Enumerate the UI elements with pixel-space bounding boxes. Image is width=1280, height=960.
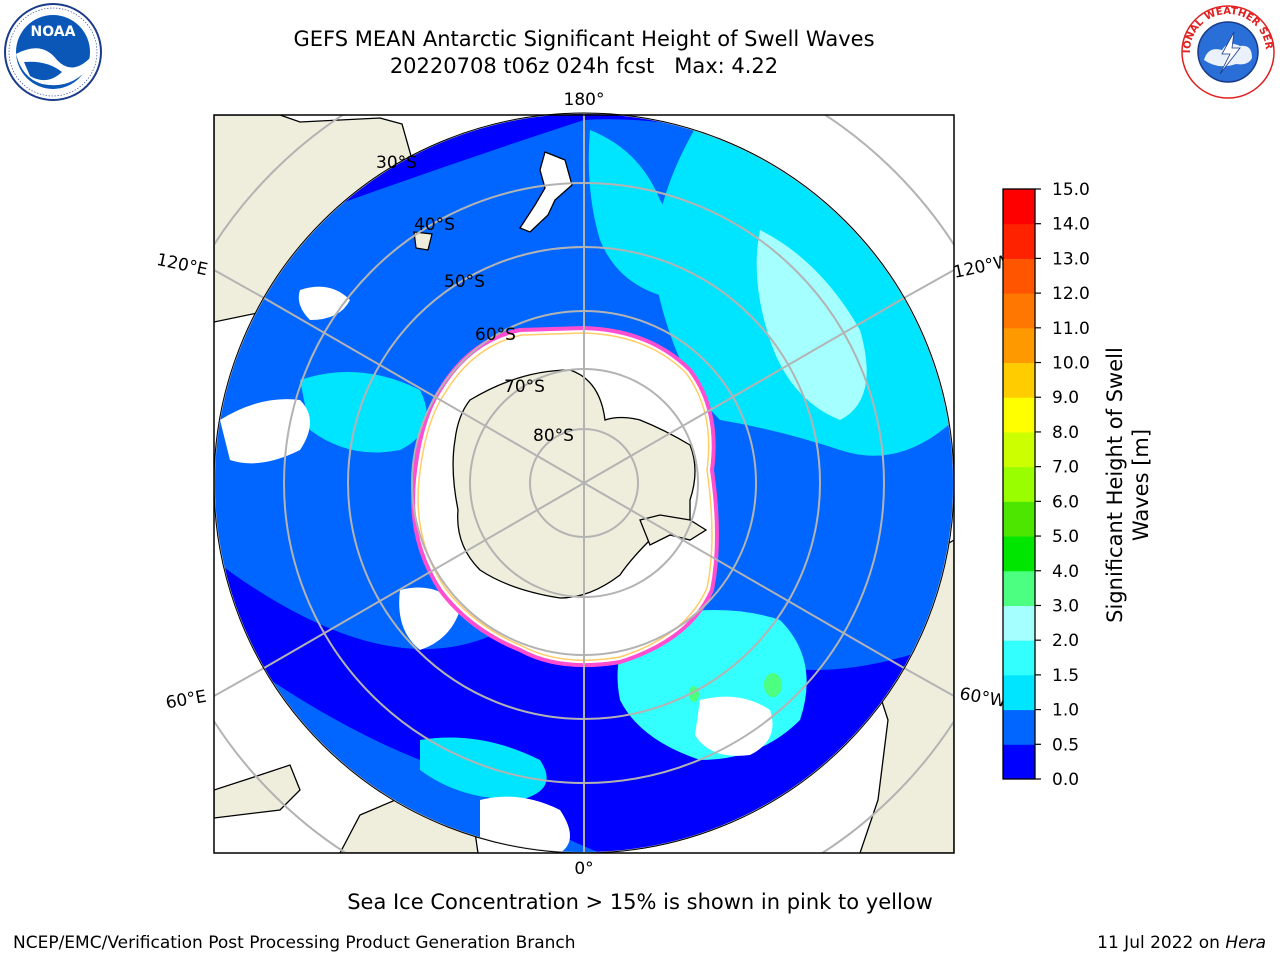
chart-title: GEFS MEAN Antarctic Significant Height o… bbox=[184, 26, 984, 80]
colorbar-segment bbox=[1003, 223, 1035, 259]
colorbar-tick-label: 1.0 bbox=[1052, 701, 1079, 721]
meridian-60e-120w bbox=[263, 297, 905, 669]
map-frame bbox=[213, 114, 955, 854]
colorbar-segment bbox=[1003, 536, 1035, 572]
noaa-logo: NOAA bbox=[4, 3, 102, 101]
nodata-south bbox=[480, 796, 570, 853]
lat-label-60s: 60°S bbox=[475, 325, 516, 345]
colorbar-segment bbox=[1003, 397, 1035, 433]
colorbar-tick-label: 1.5 bbox=[1052, 666, 1079, 686]
green-spot-1 bbox=[764, 673, 782, 697]
sea-ice-edge-orange bbox=[417, 332, 713, 661]
noaa-logo-text: NOAA bbox=[31, 24, 76, 40]
colorbar-tick-label: 4.0 bbox=[1052, 562, 1079, 582]
footer-date-text: 11 Jul 2022 on bbox=[1097, 933, 1226, 953]
colorbar-segment bbox=[1003, 605, 1035, 641]
colorbar-tick-label: 0.0 bbox=[1052, 770, 1079, 790]
lat-label-50s: 50°S bbox=[444, 272, 485, 292]
colorbar-segment bbox=[1003, 570, 1035, 606]
colorbar-label: Significant Height of Swell Waves [m] bbox=[1102, 325, 1154, 645]
footer-host: Hera bbox=[1225, 933, 1266, 953]
title-line-1: GEFS MEAN Antarctic Significant Height o… bbox=[293, 27, 875, 51]
africa-land bbox=[214, 764, 301, 819]
colorbar-segment bbox=[1003, 362, 1035, 398]
colorbar-segment bbox=[1003, 293, 1035, 329]
colorbar-label-line-2: Waves [m] bbox=[1129, 428, 1153, 542]
title-line-2: 20220708 t06z 024h fcst Max: 4.22 bbox=[389, 54, 779, 78]
lat-label-30s: 30°S bbox=[376, 153, 417, 173]
colorbar-tick-label: 8.0 bbox=[1052, 423, 1079, 443]
antarctic-peninsula-land bbox=[639, 514, 708, 546]
colorbar-segment bbox=[1003, 327, 1035, 364]
new-zealand-land bbox=[519, 151, 573, 233]
colorbar-segment bbox=[1003, 501, 1035, 537]
colorbar-tick-label: 0.5 bbox=[1052, 735, 1079, 755]
nodata-west bbox=[220, 399, 310, 464]
cyan-region-indian bbox=[300, 372, 427, 453]
colorbar-tick-label: 10.0 bbox=[1052, 354, 1090, 374]
colorbar-segment bbox=[1003, 189, 1035, 225]
colorbar-segment bbox=[1003, 674, 1035, 711]
colorbar-segment bbox=[1003, 431, 1035, 468]
colorbar-tick-label: 2.0 bbox=[1052, 631, 1079, 651]
colorbar-segment bbox=[1003, 258, 1035, 294]
colorbar-segment bbox=[1003, 709, 1035, 745]
graticule-outer bbox=[214, 115, 954, 853]
colorbar-label-line-1: Significant Height of Swell bbox=[1103, 347, 1127, 623]
tasmania-land bbox=[413, 231, 433, 251]
lat-label-40s: 40°S bbox=[414, 215, 455, 235]
colorbar-ticks: 0.0 0.5 1.0 1.5 2.0 3.0 4.0 5.0 6.0 7.0 8.0 9.0 10.0… bbox=[1035, 180, 1090, 790]
colorbar-tick-label: 12.0 bbox=[1052, 284, 1090, 304]
nws-logo: NATIONAL WEATHER SERVICE bbox=[1178, 2, 1275, 99]
graticule bbox=[214, 113, 954, 853]
lat-label-80s: 80°S bbox=[533, 426, 574, 446]
colorbar-tick-label: 6.0 bbox=[1052, 492, 1079, 512]
lon-label-0: 0° bbox=[574, 859, 593, 879]
light-cyan-swath bbox=[756, 230, 867, 420]
nodata-southwest bbox=[399, 587, 460, 650]
colorbar-tick-label: 7.0 bbox=[1052, 458, 1079, 478]
colorbar-segment bbox=[1003, 640, 1035, 676]
lat-label-70s: 70°S bbox=[504, 377, 545, 397]
colorbar-outline bbox=[1002, 188, 1036, 780]
colorbar-segments bbox=[1003, 189, 1035, 780]
footer-organization: NCEP/EMC/Verification Post Processing Pr… bbox=[13, 933, 576, 953]
sea-ice-caption: Sea Ice Concentration > 15% is shown in … bbox=[347, 890, 933, 914]
colorbar-segment bbox=[1003, 744, 1035, 780]
colorbar-tick-label: 15.0 bbox=[1052, 180, 1090, 200]
lon-label-180: 180° bbox=[564, 90, 605, 110]
colorbar-tick-label: 3.0 bbox=[1052, 596, 1079, 616]
colorbar-tick-label: 11.0 bbox=[1052, 319, 1090, 339]
cyan-region-north bbox=[588, 130, 687, 300]
footer-date: 11 Jul 2022 on Hera bbox=[1097, 933, 1266, 953]
nodata-southeast bbox=[695, 696, 773, 756]
colorbar-segment bbox=[1003, 466, 1035, 502]
colorbar-tick-label: 14.0 bbox=[1052, 215, 1090, 235]
colorbar-tick-label: 13.0 bbox=[1052, 249, 1090, 269]
colorbar-tick-label: 9.0 bbox=[1052, 388, 1079, 408]
colorbar-tick-label: 5.0 bbox=[1052, 527, 1079, 547]
